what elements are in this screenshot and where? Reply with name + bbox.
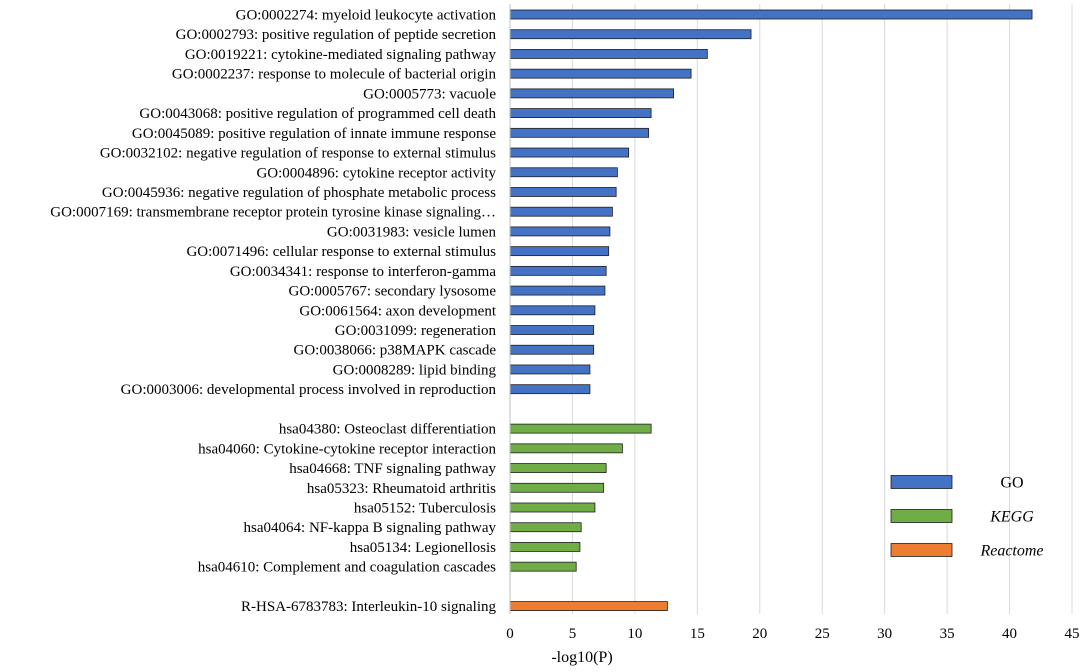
- category-label: GO:0032102: negative regulation of respo…: [100, 146, 496, 162]
- bar-kegg: [509, 482, 605, 493]
- legend-label-reactome: Reactome: [979, 543, 1043, 560]
- category-label: GO:0031099: regeneration: [335, 323, 497, 339]
- x-tick-label: 0: [506, 626, 514, 642]
- bar-go: [509, 226, 611, 237]
- category-label: GO:0038066: p38MAPK cascade: [294, 343, 497, 359]
- category-label: GO:0061564: axon development: [299, 303, 496, 319]
- bar-go: [509, 364, 591, 375]
- bar-kegg: [509, 522, 582, 533]
- x-tick-label: 40: [1002, 626, 1017, 642]
- bar-go: [509, 206, 613, 217]
- legend-label-kegg: KEGG: [989, 509, 1034, 526]
- x-tick-label: 35: [940, 626, 955, 642]
- x-tick-label: 45: [1065, 626, 1080, 642]
- category-label: GO:0007169: transmembrane receptor prote…: [50, 205, 496, 221]
- bar-go: [509, 49, 708, 59]
- category-label: GO:0071496: cellular response to externa…: [186, 244, 496, 260]
- bar-kegg: [509, 542, 581, 552]
- category-label: GO:0002237: response to molecule of bact…: [172, 67, 497, 83]
- category-label: GO:0005767: secondary lysosome: [289, 284, 497, 300]
- category-label: GO:0045089: positive regulation of innat…: [132, 126, 496, 142]
- category-label: hsa04380: Osteoclast differentiation: [279, 422, 497, 438]
- bar-kegg: [509, 423, 652, 434]
- x-tick-label: 15: [690, 626, 705, 642]
- bar-go: [509, 187, 617, 197]
- bar-go: [509, 9, 1033, 20]
- bar-go: [509, 325, 595, 335]
- legend-swatch-reactome: [890, 543, 953, 557]
- bar-go: [509, 344, 595, 355]
- x-axis-title: -log10(P): [551, 649, 612, 666]
- bar-kegg: [509, 561, 577, 572]
- category-label: hsa05323: Rheumatoid arthritis: [307, 481, 496, 497]
- bar-go: [509, 265, 607, 276]
- bar-go: [509, 285, 606, 296]
- category-label: GO:0043068: positive regulation of progr…: [139, 106, 496, 122]
- category-label: GO:0003006: developmental process involv…: [121, 382, 497, 398]
- category-label: GO:0002793: positive regulation of pepti…: [176, 27, 497, 43]
- x-axis-ticks: 0 5 10 15 20 25 30 35 40 45: [506, 626, 1079, 642]
- category-label: GO:0031983: vesicle lumen: [327, 224, 497, 240]
- bar-go: [509, 167, 618, 178]
- x-tick-label: 20: [752, 626, 767, 642]
- bars: [509, 4, 1033, 614]
- category-label: hsa05152: Tuberculosis: [354, 501, 496, 517]
- bar-go: [509, 305, 596, 316]
- category-label: hsa04610: Complement and coagulation cas…: [198, 560, 496, 576]
- bar-go: [509, 108, 652, 118]
- category-label: hsa04668: TNF signaling pathway: [289, 461, 496, 477]
- x-tick-label: 25: [815, 626, 830, 642]
- bar-kegg: [509, 443, 623, 454]
- category-label: GO:0045936: negative regulation of phosp…: [102, 185, 496, 201]
- category-label: GO:0002274: myeloid leukocyte activation: [236, 8, 497, 24]
- category-label: GO:0008289: lipid binding: [333, 362, 497, 378]
- bar-go: [509, 68, 692, 79]
- category-label: GO:0005773: vacuole: [363, 86, 496, 102]
- category-label: GO:0019221: cytokine-mediated signaling …: [185, 47, 497, 63]
- category-label: GO:0004896: cytokine receptor activity: [256, 165, 496, 181]
- category-label: hsa04060: Cytokine-cytokine receptor int…: [198, 441, 496, 457]
- legend-label-go: GO: [1000, 475, 1023, 492]
- legend: GO KEGG Reactome: [890, 475, 1044, 560]
- category-labels: GO:0002274: myeloid leukocyte activation…: [50, 8, 497, 616]
- bar-go: [509, 384, 591, 395]
- legend-swatch-go: [890, 475, 953, 489]
- category-label: GO:0034341: response to interferon-gamma: [230, 264, 497, 280]
- x-tick-label: 5: [569, 626, 577, 642]
- x-tick-label: 30: [877, 626, 892, 642]
- bar-go: [509, 147, 630, 158]
- bar-go: [509, 127, 650, 138]
- bar-go: [509, 246, 610, 257]
- gridlines: [571, 4, 1073, 614]
- bar-kegg: [509, 502, 596, 513]
- bar-kegg: [509, 463, 607, 473]
- category-label: hsa04064: NF-kappa B signaling pathway: [244, 520, 497, 536]
- category-label: hsa05134: Legionellosis: [350, 540, 496, 556]
- legend-swatch-kegg: [890, 509, 953, 523]
- bar-reactome: [509, 601, 668, 611]
- bar-go: [509, 88, 675, 99]
- x-tick-label: 10: [627, 626, 642, 642]
- bar-go: [509, 29, 752, 40]
- category-label: R-HSA-6783783: Interleukin-10 signaling: [241, 599, 496, 615]
